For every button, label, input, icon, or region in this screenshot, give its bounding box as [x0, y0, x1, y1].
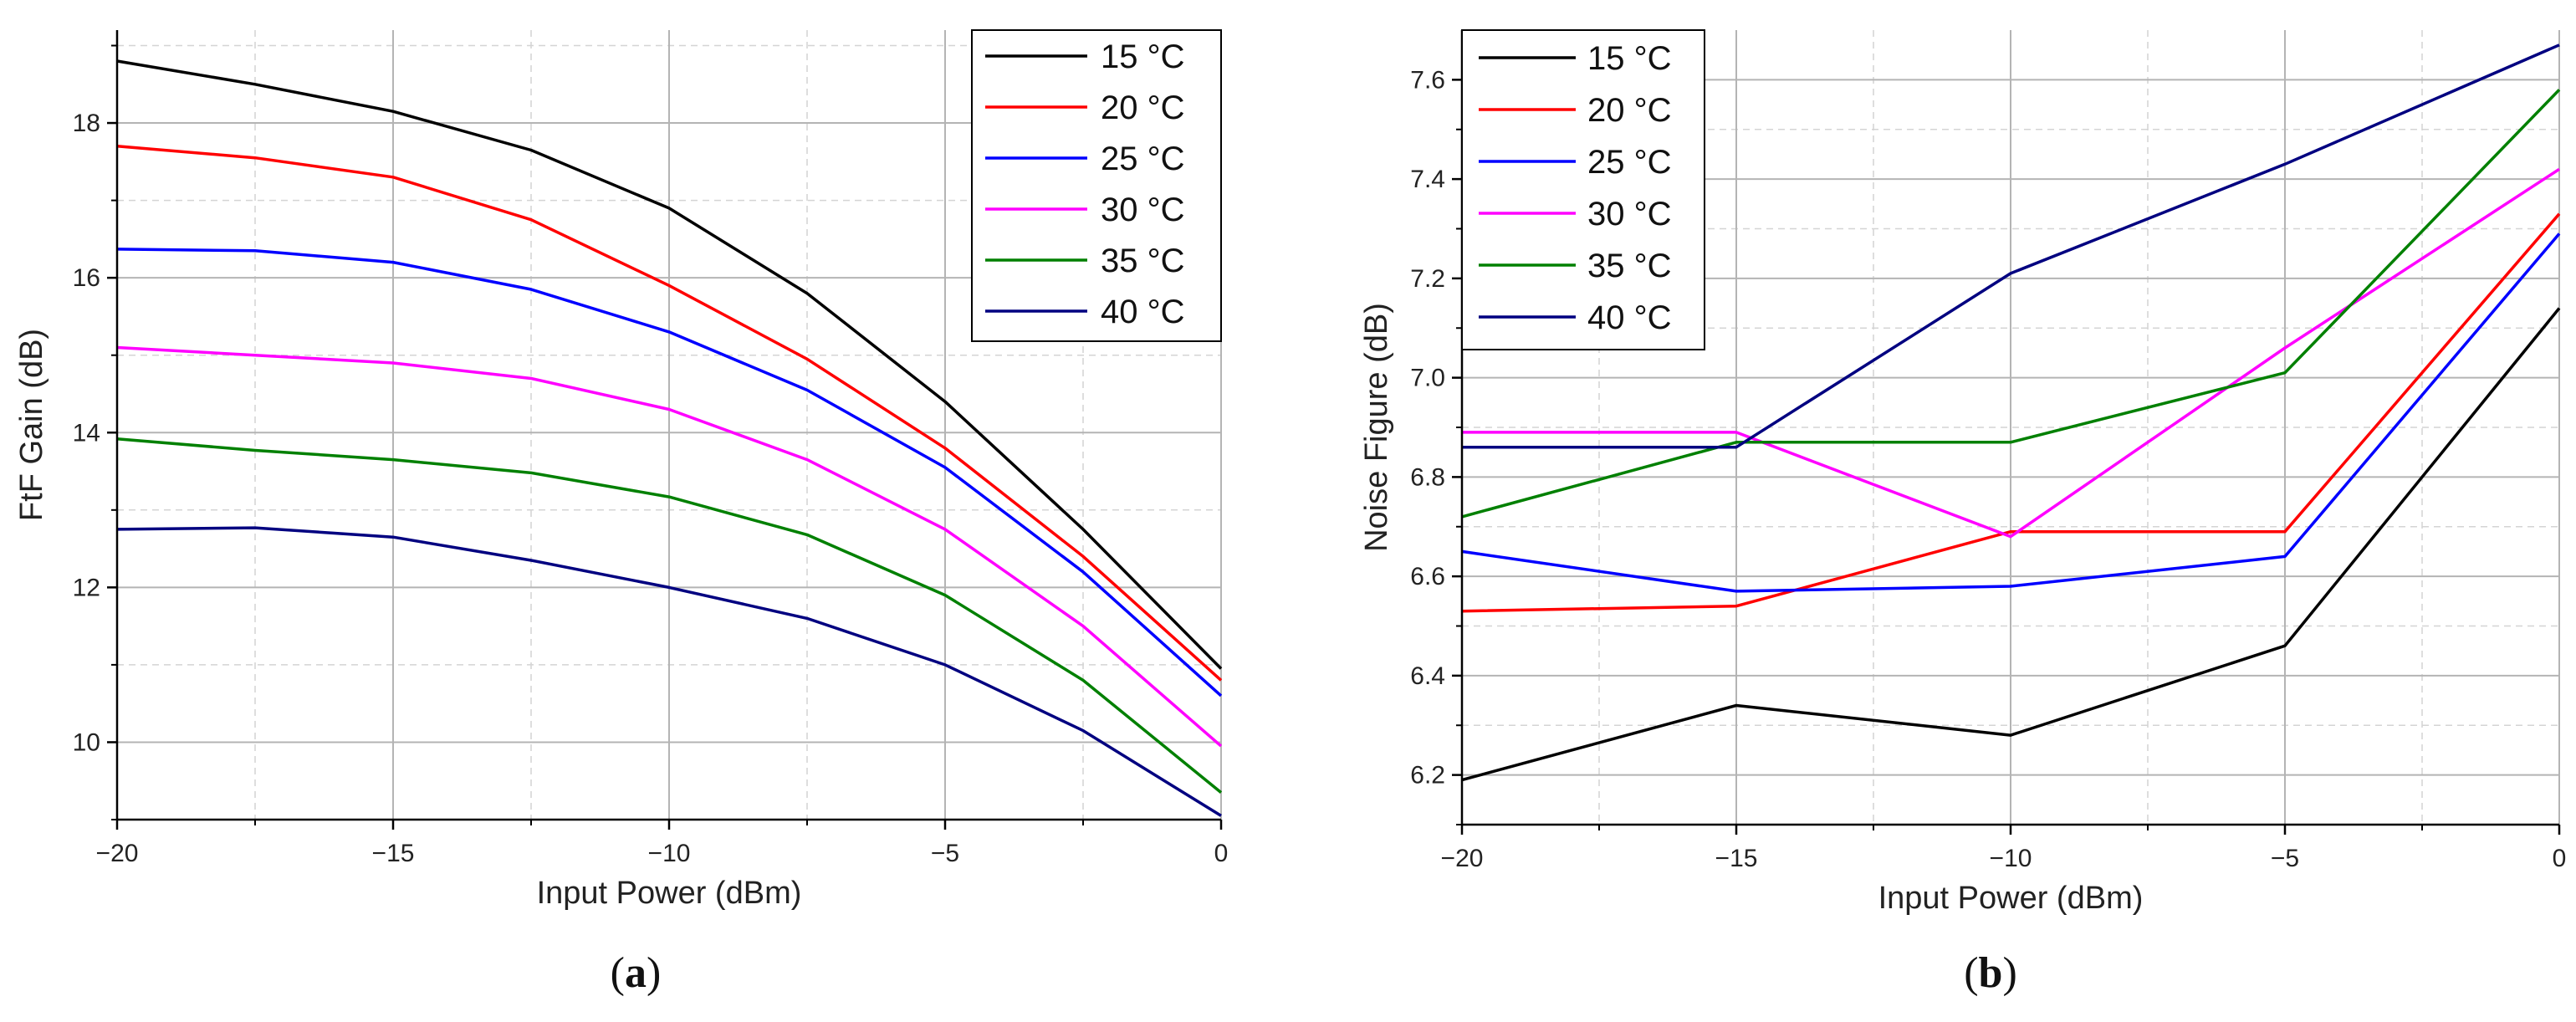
caption-close-paren: ): [647, 949, 661, 997]
y-tick-label: 6.6: [1410, 563, 1445, 590]
caption-letter: a: [625, 949, 647, 997]
y-tick-label: 6.8: [1410, 463, 1445, 491]
y-tick-label: 14: [73, 419, 100, 447]
y-tick-label: 6.4: [1410, 662, 1445, 690]
series-line-15c: [1461, 307, 2561, 782]
caption-open-paren: (: [611, 949, 625, 997]
y-tick-label: 7.2: [1410, 265, 1445, 293]
series-line-25c: [1461, 233, 2561, 593]
legend: 15 °C 20 °C 25 °C 30 °C 35 °C 40 °C: [971, 29, 1222, 342]
x-axis-title: Input Power (dBm): [537, 876, 802, 911]
panel-a: −20 −15 −10 −5 0 10 12 14 16 18 Input Power (dBm) F…: [14, 29, 1229, 997]
y-tick-label: 7.0: [1410, 365, 1445, 392]
x-tick-label: −15: [1715, 845, 1758, 872]
legend-box: [971, 29, 1222, 342]
series-line-30c: [1462, 167, 2560, 539]
panel-caption: (a): [611, 949, 662, 997]
legend-label: 30 °C: [1587, 196, 1672, 233]
y-axis-title: FtF Gain (dB): [14, 329, 49, 521]
x-tick-label: −20: [1441, 845, 1484, 872]
x-tick-label: −5: [2271, 845, 2299, 872]
series-line-35c: [1461, 89, 2561, 519]
series-line-20c: [1461, 212, 2561, 613]
y-tick-label: 7.6: [1410, 66, 1445, 94]
x-tick-label: 0: [2553, 845, 2567, 872]
y-tick-label: 16: [73, 264, 100, 292]
x-tick-label: −5: [931, 840, 959, 867]
legend: 15 °C 20 °C 25 °C 30 °C 35 °C 40 °C: [1461, 29, 1705, 350]
series-line-35c: [116, 437, 1223, 794]
series-line-40c: [1462, 43, 2560, 449]
x-tick-label: −15: [372, 840, 415, 867]
series-line-30c: [116, 345, 1223, 748]
legend-label: 35 °C: [1587, 248, 1672, 284]
legend-label: 15 °C: [1587, 40, 1672, 77]
legend-label: 20 °C: [1101, 89, 1185, 126]
caption-letter: b: [1979, 949, 2003, 997]
legend-label: 20 °C: [1587, 92, 1672, 129]
panel-b: −20 −15 −10 −5 0 6.2 6.4 6.6 6.8 7.0 7.2 7.4 7.6 Inpu…: [1359, 29, 2567, 997]
y-axis-title: Noise Figure (dB): [1359, 303, 1394, 552]
legend-label: 25 °C: [1101, 141, 1185, 177]
x-tick-label: −10: [648, 840, 691, 867]
panel-caption: (b): [1964, 949, 2017, 997]
x-axis-title: Input Power (dBm): [1878, 881, 2144, 916]
legend-box: [1461, 29, 1705, 350]
legend-label: 40 °C: [1587, 299, 1672, 336]
x-tick-label: −20: [96, 840, 139, 867]
caption-close-paren: ): [2002, 949, 2016, 997]
x-tick-label: −10: [1990, 845, 2032, 872]
legend-label: 15 °C: [1101, 38, 1185, 75]
series-line-25c: [116, 248, 1223, 698]
series-line-40c: [116, 526, 1222, 817]
y-tick-label: 7.4: [1410, 166, 1445, 193]
y-tick-label: 12: [73, 574, 100, 601]
legend-label: 40 °C: [1101, 294, 1185, 330]
legend-label: 30 °C: [1101, 192, 1185, 228]
legend-label: 25 °C: [1587, 144, 1672, 181]
caption-open-paren: (: [1964, 949, 1978, 997]
legend-label: 35 °C: [1101, 243, 1185, 279]
y-tick-label: 6.2: [1410, 762, 1445, 789]
x-tick-label: 0: [1214, 840, 1229, 867]
y-tick-label: 18: [73, 110, 100, 137]
series-line-15c: [116, 59, 1223, 670]
y-tick-label: 10: [73, 728, 100, 756]
series-line-20c: [116, 145, 1223, 682]
